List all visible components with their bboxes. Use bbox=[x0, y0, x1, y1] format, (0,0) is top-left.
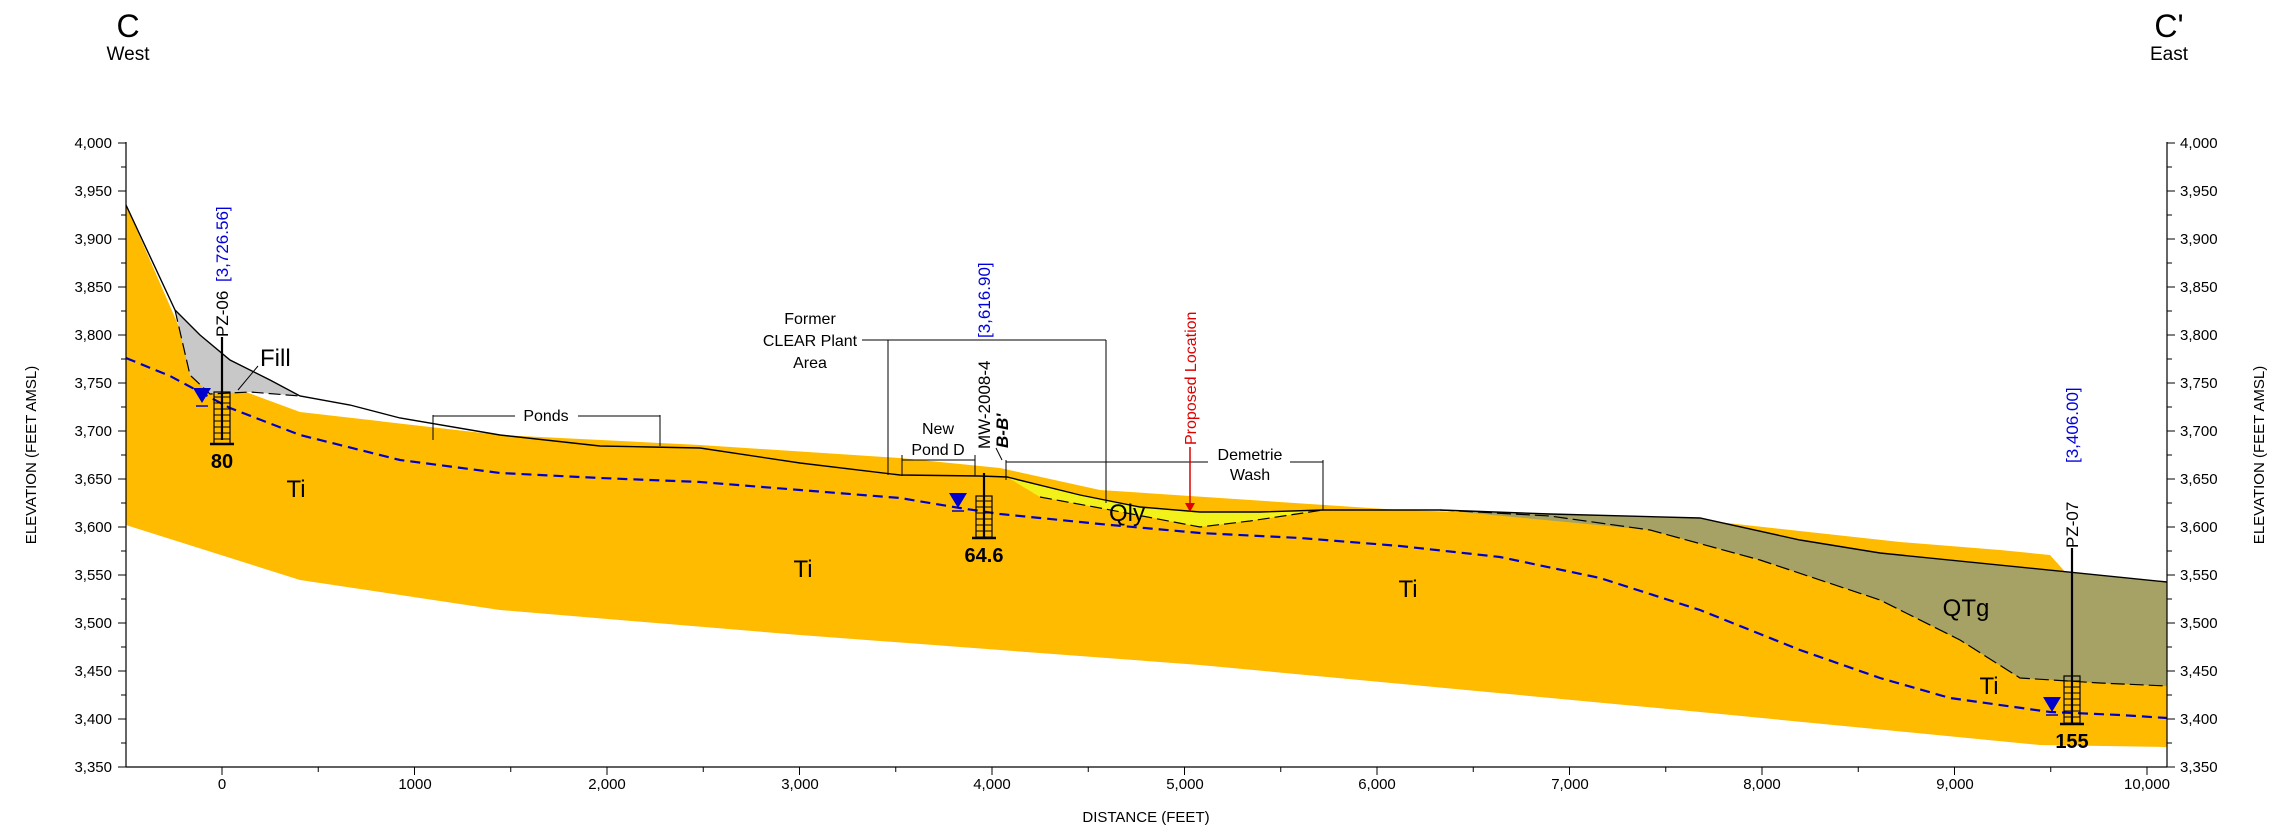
well-pz-07: PZ-07 [3,406.00] 155 bbox=[2043, 387, 2089, 753]
y-tick-label: 3,350 bbox=[74, 759, 112, 776]
qtg-unit bbox=[1440, 510, 2167, 686]
bottom-tick-marks bbox=[221, 767, 2148, 775]
water-level-icon bbox=[949, 493, 967, 508]
y-tick-label: 3,800 bbox=[74, 327, 112, 344]
y-tick-label: 3,900 bbox=[2180, 231, 2218, 248]
well-name: PZ-07 bbox=[2063, 502, 2082, 548]
y-axis-title-left: ELEVATION (FEET AMSL) bbox=[23, 366, 40, 544]
ponds-annotation: Ponds bbox=[432, 408, 661, 446]
x-tick-label: 4,000 bbox=[973, 776, 1011, 793]
well-name: PZ-06 bbox=[213, 291, 232, 337]
section-end-direction: East bbox=[2150, 44, 2189, 65]
y-tick-label: 3,600 bbox=[2180, 519, 2218, 536]
left-tick-labels: 4,000 3,950 3,900 3,850 3,800 3,750 3,70… bbox=[74, 135, 112, 776]
proposed-location-annotation: Proposed Location bbox=[1183, 312, 1200, 512]
fill-label: Fill bbox=[260, 345, 291, 372]
x-axis-title: DISTANCE (FEET) bbox=[1082, 809, 1209, 826]
qly-label: Qly bbox=[1109, 500, 1145, 527]
crossing-section-label: B-B' bbox=[993, 413, 1012, 448]
y-tick-label: 3,650 bbox=[2180, 471, 2218, 488]
right-tick-labels: 4,000 3,950 3,900 3,850 3,800 3,750 3,70… bbox=[2180, 135, 2218, 776]
x-tick-label: 1000 bbox=[398, 776, 431, 793]
left-tick-marks bbox=[118, 142, 126, 768]
well-depth: 64.6 bbox=[965, 545, 1004, 567]
water-table bbox=[125, 356, 2168, 720]
y-tick-label: 4,000 bbox=[74, 135, 112, 152]
ti-label: Ti bbox=[286, 476, 305, 503]
y-tick-label: 3,450 bbox=[2180, 663, 2218, 680]
qtg-label: QTg bbox=[1943, 595, 1990, 622]
demetrie-label-2: Wash bbox=[1230, 467, 1270, 484]
x-tick-label: 5,000 bbox=[1166, 776, 1204, 793]
well-pz-06: PZ-06 [3,726.56] 80 bbox=[193, 206, 234, 473]
y-tick-label: 3,850 bbox=[2180, 279, 2218, 296]
well-name: MW-2008-4 bbox=[975, 361, 994, 450]
y-tick-label: 4,000 bbox=[2180, 135, 2218, 152]
well-depth: 155 bbox=[2055, 731, 2088, 753]
x-tick-label: 9,000 bbox=[1936, 776, 1974, 793]
ponds-label: Ponds bbox=[523, 408, 568, 425]
y-tick-label: 3,750 bbox=[74, 375, 112, 392]
former-plant-label-1: Former bbox=[784, 311, 836, 328]
well-elevation: [3,406.00] bbox=[2063, 387, 2082, 463]
fill-base-contact bbox=[174, 309, 301, 397]
y-tick-label: 3,850 bbox=[74, 279, 112, 296]
new-pond-label-1: New bbox=[922, 421, 954, 438]
well-elevation: [3,726.56] bbox=[213, 206, 232, 282]
y-tick-label: 3,700 bbox=[74, 423, 112, 440]
y-axis-title-right: ELEVATION (FEET AMSL) bbox=[2251, 366, 2268, 544]
y-tick-label: 3,550 bbox=[2180, 567, 2218, 584]
y-tick-label: 3,650 bbox=[74, 471, 112, 488]
new-pond-label-2: Pond D bbox=[911, 442, 964, 459]
y-tick-label: 3,700 bbox=[2180, 423, 2218, 440]
former-plant-label-2: CLEAR Plant bbox=[763, 333, 858, 350]
proposed-location-label: Proposed Location bbox=[1183, 312, 1200, 445]
new-pond-annotation: New Pond D bbox=[901, 421, 976, 476]
demetrie-label-1: Demetrie bbox=[1218, 447, 1283, 464]
qly-unit bbox=[1007, 477, 1323, 527]
water-level-icon bbox=[2043, 697, 2061, 712]
y-tick-label: 3,450 bbox=[74, 663, 112, 680]
well-elevation: [3,616.90] bbox=[975, 262, 994, 338]
well-mw-2008-4: MW-2008-4 [3,616.90] B-B' 64.6 bbox=[949, 262, 1012, 567]
water-level-icon bbox=[193, 388, 211, 403]
y-tick-label: 3,400 bbox=[74, 711, 112, 728]
x-tick-label: 2,000 bbox=[588, 776, 626, 793]
ti-unit bbox=[126, 205, 2167, 747]
y-tick-label: 3,750 bbox=[2180, 375, 2218, 392]
x-tick-label: 8,000 bbox=[1743, 776, 1781, 793]
qly-base-contact bbox=[1039, 496, 1324, 528]
y-tick-label: 3,500 bbox=[2180, 615, 2218, 632]
y-tick-label: 3,950 bbox=[74, 183, 112, 200]
section-start-letter: C bbox=[116, 8, 139, 44]
x-tick-label: 0 bbox=[218, 776, 226, 793]
right-tick-marks bbox=[2167, 142, 2175, 768]
ground-surface bbox=[125, 204, 2168, 583]
x-tick-label: 3,000 bbox=[781, 776, 819, 793]
section-end-letter: C' bbox=[2154, 8, 2183, 44]
y-tick-label: 3,600 bbox=[74, 519, 112, 536]
y-tick-label: 3,950 bbox=[2180, 183, 2218, 200]
well-depth: 80 bbox=[211, 451, 233, 473]
ti-label: Ti bbox=[1979, 673, 1998, 700]
bottom-tick-labels: 0 1000 2,000 3,000 4,000 5,000 6,000 7,0… bbox=[218, 776, 2170, 793]
ti-label: Ti bbox=[1398, 576, 1417, 603]
former-plant-label-3: Area bbox=[793, 355, 827, 372]
section-start-direction: West bbox=[107, 44, 151, 65]
former-plant-annotation: Former CLEAR Plant Area bbox=[763, 311, 1107, 503]
x-tick-label: 6,000 bbox=[1358, 776, 1396, 793]
y-tick-label: 3,400 bbox=[2180, 711, 2218, 728]
x-tick-label: 7,000 bbox=[1551, 776, 1589, 793]
y-tick-label: 3,550 bbox=[74, 567, 112, 584]
y-tick-label: 3,350 bbox=[2180, 759, 2218, 776]
y-tick-label: 3,900 bbox=[74, 231, 112, 248]
demetrie-wash-annotation: Demetrie Wash bbox=[1005, 447, 1324, 510]
y-tick-label: 3,800 bbox=[2180, 327, 2218, 344]
fill-leader bbox=[237, 365, 259, 391]
x-tick-label: 10,000 bbox=[2124, 776, 2170, 793]
ti-label: Ti bbox=[793, 556, 812, 583]
fill-unit bbox=[175, 310, 300, 396]
y-tick-label: 3,500 bbox=[74, 615, 112, 632]
